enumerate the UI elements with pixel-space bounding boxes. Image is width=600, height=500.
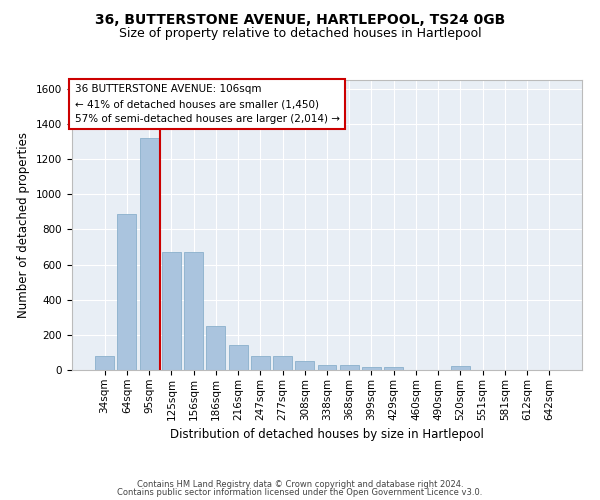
Bar — [251, 356, 270, 370]
Text: Contains HM Land Registry data © Crown copyright and database right 2024.: Contains HM Land Registry data © Crown c… — [137, 480, 463, 489]
Bar — [229, 344, 248, 370]
Bar — [162, 252, 181, 370]
Bar — [362, 368, 381, 370]
Bar — [95, 356, 114, 370]
Bar — [295, 361, 314, 370]
Bar — [340, 364, 359, 370]
Text: 36, BUTTERSTONE AVENUE, HARTLEPOOL, TS24 0GB: 36, BUTTERSTONE AVENUE, HARTLEPOOL, TS24… — [95, 12, 505, 26]
Bar — [384, 368, 403, 370]
Bar — [451, 366, 470, 370]
Bar — [118, 214, 136, 370]
Bar — [184, 252, 203, 370]
Y-axis label: Number of detached properties: Number of detached properties — [17, 132, 31, 318]
Text: 36 BUTTERSTONE AVENUE: 106sqm
← 41% of detached houses are smaller (1,450)
57% o: 36 BUTTERSTONE AVENUE: 106sqm ← 41% of d… — [74, 84, 340, 124]
Bar — [140, 138, 158, 370]
Bar — [273, 356, 292, 370]
Text: Contains public sector information licensed under the Open Government Licence v3: Contains public sector information licen… — [118, 488, 482, 497]
Bar — [206, 326, 225, 370]
Bar — [317, 364, 337, 370]
Text: Size of property relative to detached houses in Hartlepool: Size of property relative to detached ho… — [119, 28, 481, 40]
X-axis label: Distribution of detached houses by size in Hartlepool: Distribution of detached houses by size … — [170, 428, 484, 441]
